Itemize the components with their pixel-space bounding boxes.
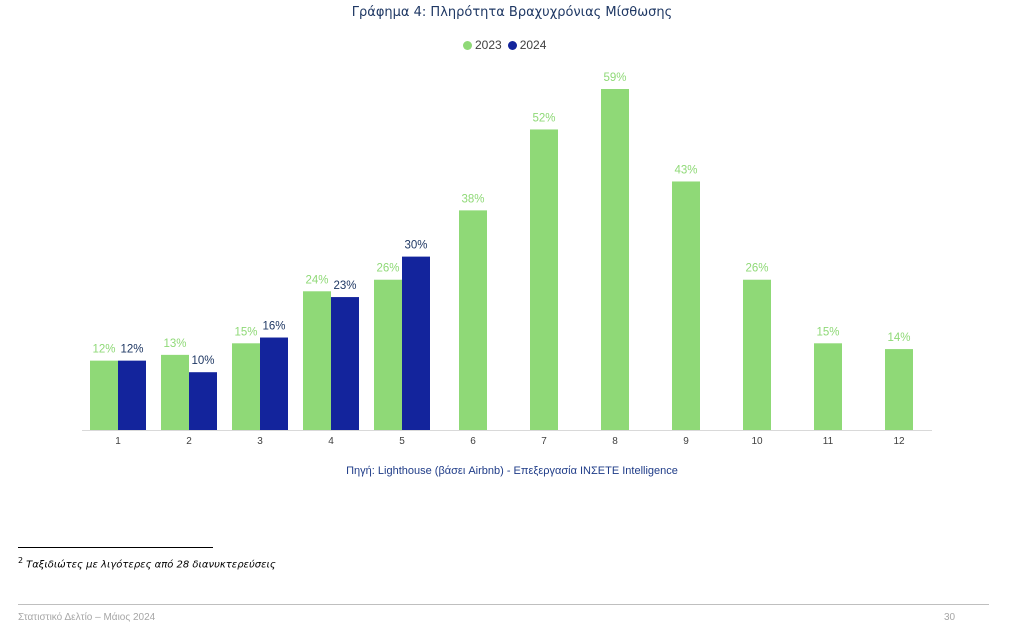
chart-legend: 2023 2024 bbox=[463, 38, 552, 52]
data-label-2023-2: 13% bbox=[163, 338, 186, 350]
x-tick-label-2: 2 bbox=[186, 436, 192, 447]
data-label-2023-11: 15% bbox=[816, 326, 839, 338]
data-label-2024-5: 30% bbox=[404, 240, 427, 252]
footer-divider bbox=[18, 604, 989, 605]
bar-2024-3 bbox=[260, 337, 288, 430]
x-tick-label-1: 1 bbox=[115, 436, 121, 447]
bar-2023-8 bbox=[601, 89, 629, 430]
x-tick-label-11: 11 bbox=[823, 436, 834, 447]
legend-marker-2023 bbox=[463, 40, 472, 50]
bar-2024-5 bbox=[402, 256, 430, 430]
data-label-2023-5: 26% bbox=[376, 263, 399, 275]
data-label-2024-2: 10% bbox=[191, 355, 214, 367]
legend-label-2024: 2024 bbox=[519, 38, 547, 52]
data-label-2023-9: 43% bbox=[674, 164, 697, 176]
data-label-2023-4: 24% bbox=[305, 274, 328, 286]
data-label-2024-1: 12% bbox=[120, 344, 143, 356]
x-tick-label-4: 4 bbox=[328, 436, 334, 447]
data-label-2023-3: 15% bbox=[234, 326, 257, 338]
x-tick-label-8: 8 bbox=[612, 436, 618, 447]
footnote-marker: 2 bbox=[18, 556, 24, 565]
chart-title: Γράφημα 4: Πληρότητα Βραχυχρόνιας Μίσθωσ… bbox=[351, 5, 673, 20]
bar-2024-4 bbox=[331, 297, 359, 430]
bar-2023-3 bbox=[232, 343, 260, 430]
x-tick-label-3: 3 bbox=[257, 436, 263, 447]
footnote: 2 Ταξιδιώτες με λιγότερες από 28 διανυκτε… bbox=[18, 556, 276, 570]
legend-marker-2024 bbox=[507, 40, 517, 50]
data-label-2023-6: 38% bbox=[461, 193, 484, 205]
x-tick-label-6: 6 bbox=[470, 436, 476, 447]
bar-2023-12 bbox=[885, 349, 913, 430]
footnote-text: Ταξιδιώτες με λιγότερες από 28 διανυκτερ… bbox=[26, 559, 276, 571]
bar-2024-1 bbox=[118, 360, 146, 430]
legend-item-2024: 2024 bbox=[507, 38, 547, 52]
x-tick-label-10: 10 bbox=[751, 436, 763, 447]
bar-2023-5 bbox=[374, 279, 402, 430]
source-note: Πηγή: Lighthouse (βάσει Airbnb) - Επεξερ… bbox=[346, 465, 678, 477]
data-label-2024-3: 16% bbox=[262, 321, 285, 333]
page-number: 30 bbox=[944, 612, 956, 623]
bar-2023-2 bbox=[161, 354, 189, 430]
data-label-2023-10: 26% bbox=[745, 263, 768, 275]
x-tick-label-9: 9 bbox=[683, 436, 689, 447]
data-label-2023-7: 52% bbox=[532, 112, 555, 124]
bar-2023-7 bbox=[530, 129, 558, 430]
bar-chart: 12% 12% 1 13% 10% 2 15% 16% 3 24% 23% 4 26% 30% 5 38% 6 5… bbox=[82, 72, 932, 447]
data-label-2023-8: 59% bbox=[603, 72, 626, 84]
footnote-divider bbox=[18, 547, 213, 548]
footer-publication: Στατιστικό Δελτίο – Μάιος 2024 bbox=[18, 612, 156, 623]
legend-item-2023: 2023 bbox=[463, 38, 502, 52]
bar-2024-2 bbox=[189, 372, 217, 430]
data-label-2023-12: 14% bbox=[887, 332, 910, 344]
bar-2023-10 bbox=[743, 279, 771, 430]
bar-2023-9 bbox=[672, 181, 700, 430]
x-tick-label-12: 12 bbox=[893, 436, 905, 447]
x-tick-label-7: 7 bbox=[541, 436, 547, 447]
data-label-2023-1: 12% bbox=[92, 344, 115, 356]
bar-2023-11 bbox=[814, 343, 842, 430]
data-label-2024-4: 23% bbox=[333, 280, 356, 292]
x-tick-label-5: 5 bbox=[399, 436, 405, 447]
bar-2023-1 bbox=[90, 360, 118, 430]
bar-2023-6 bbox=[459, 210, 487, 430]
legend-label-2023: 2023 bbox=[475, 38, 502, 52]
bar-2023-4 bbox=[303, 291, 331, 430]
